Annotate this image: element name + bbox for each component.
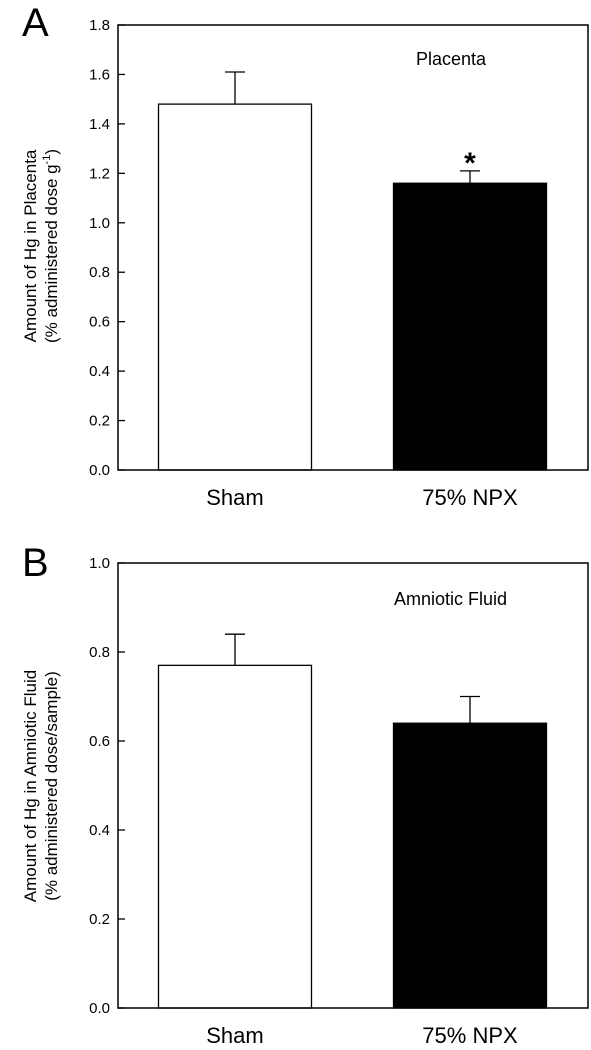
panel-b-ylabel-line1: Amount of Hg in Amniotic Fluid <box>21 670 40 902</box>
panel-b-category-label: 75% NPX <box>422 1023 518 1048</box>
panel-a-ytick-label: 1.6 <box>89 66 110 83</box>
panel-b-letter: B <box>22 541 49 585</box>
panel-a-ytick-label: 0.8 <box>89 264 110 281</box>
panel-a-category-label: Sham <box>206 485 263 510</box>
panel-b-category-label: Sham <box>206 1023 263 1048</box>
panel-a-plot: 0.0 0.2 0.4 0.6 0.8 1.0 1.2 1.4 1.6 1.8 Sham 75% NP… <box>89 17 589 510</box>
panel-a-ylabel: Amount of Hg in Placenta (% administered… <box>21 149 61 343</box>
panel-a-ytick-label: 1.8 <box>89 17 110 34</box>
panel-a-title: Placenta <box>416 49 487 69</box>
panel-a-ytick-label: 0.6 <box>89 314 110 331</box>
panel-a-ytick-label: 0.0 <box>89 462 110 479</box>
panel-b-bar-npx <box>392 722 548 1009</box>
panel-a-bar-sham <box>157 103 313 471</box>
panel-a-category-label: 75% NPX <box>422 485 518 510</box>
panel-a-ytick-label: 1.4 <box>89 116 110 133</box>
panel-a-ytick-label: 0.4 <box>89 363 110 380</box>
panel-b-ytick-label: 0.0 <box>89 1000 110 1017</box>
panel-a-ylabel-line2: (% administered dose g-1) <box>41 149 61 343</box>
panel-b-ytick-label: 1.0 <box>89 555 110 572</box>
panel-a-bar-npx <box>392 182 548 471</box>
panel-b-ylabel-line2: (% administered dose/sample) <box>42 671 61 901</box>
panel-a: A Placenta Amount of Hg in Placenta (% a… <box>21 1 589 510</box>
panel-a-letter: A <box>22 1 49 45</box>
panel-b-title: Amniotic Fluid <box>394 589 507 609</box>
panel-b-plot: 0.0 0.2 0.4 0.6 0.8 1.0 Sham 75% NPX <box>89 555 589 1048</box>
panel-a-plot-frame <box>117 24 589 471</box>
panel-b: B Amniotic Fluid Amount of Hg in Amnioti… <box>21 541 589 1048</box>
panel-b-bar-sham <box>157 664 313 1009</box>
panel-a-ytick-label: 0.2 <box>89 413 110 430</box>
panel-a-significance-marker: * <box>464 147 476 180</box>
panel-a-ytick-label: 1.2 <box>89 165 110 182</box>
panel-b-ytick-label: 0.4 <box>89 822 110 839</box>
panel-a-ylabel-line1: Amount of Hg in Placenta <box>21 149 40 342</box>
panel-b-ytick-label: 0.6 <box>89 733 110 750</box>
panel-b-ylabel: Amount of Hg in Amniotic Fluid (% admini… <box>21 670 61 902</box>
panel-b-ytick-label: 0.2 <box>89 911 110 928</box>
panel-b-ytick-label: 0.8 <box>89 644 110 661</box>
panel-b-plot-frame <box>117 562 589 1009</box>
panel-a-ytick-label: 1.0 <box>89 215 110 232</box>
